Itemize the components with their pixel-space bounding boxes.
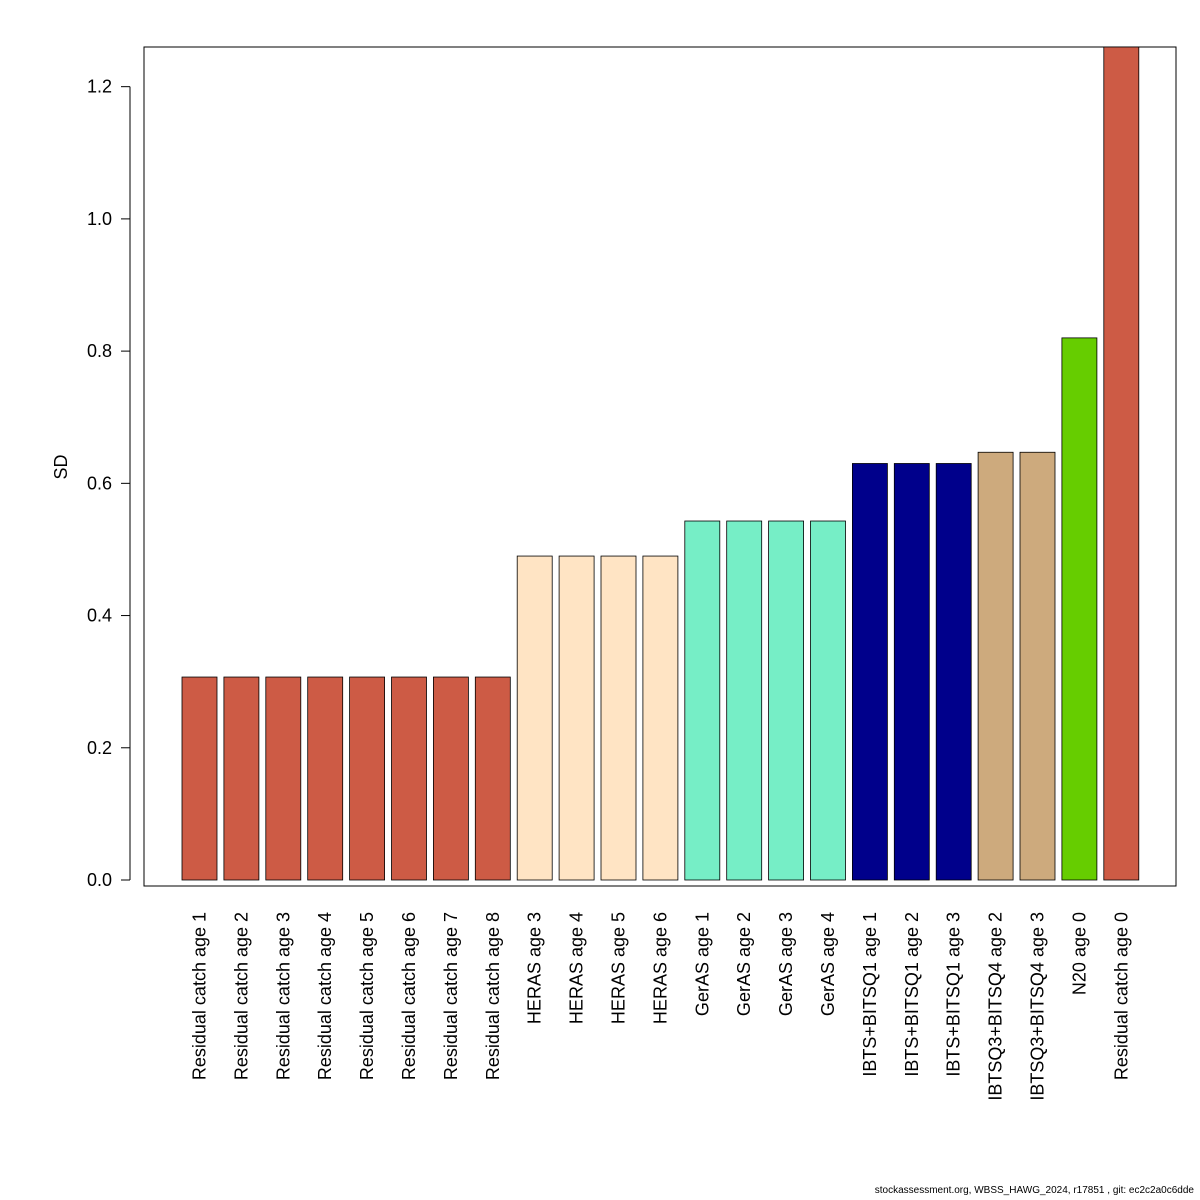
x-category-label: GerAS age 2 bbox=[734, 912, 754, 1016]
bar bbox=[768, 520, 804, 881]
x-category-label: Residual catch age 1 bbox=[190, 912, 210, 1080]
bar bbox=[307, 676, 344, 881]
y-tick-label: 1.0 bbox=[87, 209, 112, 229]
bar bbox=[852, 463, 888, 881]
footer-credit: stockassessment.org, WBSS_HAWG_2024, r17… bbox=[874, 1185, 1194, 1196]
x-category-label: IBTSQ3+BITSQ4 age 3 bbox=[1028, 912, 1048, 1101]
x-category-label: N20 age 0 bbox=[1069, 912, 1089, 995]
x-category-label: HERAS age 3 bbox=[525, 912, 545, 1024]
x-category-label: Residual catch age 4 bbox=[315, 912, 335, 1080]
bar bbox=[223, 676, 260, 881]
x-category-label: GerAS age 1 bbox=[692, 912, 712, 1016]
bar bbox=[642, 555, 679, 881]
bar bbox=[516, 555, 553, 881]
bar bbox=[935, 463, 972, 881]
x-category-label: Residual catch age 6 bbox=[399, 912, 419, 1080]
y-tick-label: 0.2 bbox=[87, 738, 112, 758]
bar bbox=[391, 676, 427, 881]
bar bbox=[265, 676, 302, 881]
y-tick-label: 0.6 bbox=[87, 473, 112, 493]
x-category-label: HERAS age 4 bbox=[567, 912, 587, 1024]
bar bbox=[349, 676, 386, 881]
x-category-label: IBTS+BITSQ1 age 1 bbox=[860, 912, 880, 1077]
bar bbox=[600, 555, 637, 881]
bar bbox=[474, 676, 511, 881]
bar bbox=[558, 555, 595, 881]
y-axis-label: SD bbox=[51, 454, 71, 479]
bar bbox=[726, 520, 763, 881]
bar bbox=[977, 451, 1014, 881]
x-category-label: IBTS+BITSQ1 age 3 bbox=[944, 912, 964, 1077]
y-tick-label: 0.4 bbox=[87, 606, 112, 626]
x-category-label: HERAS age 5 bbox=[609, 912, 629, 1024]
bar bbox=[1061, 337, 1098, 881]
bars bbox=[181, 46, 1140, 881]
bar bbox=[684, 520, 721, 881]
x-category-label: Residual catch age 5 bbox=[357, 912, 377, 1080]
x-category-label: Residual catch age 2 bbox=[231, 912, 251, 1080]
x-category-label: IBTS+BITSQ1 age 2 bbox=[902, 912, 922, 1077]
x-category-label: Residual catch age 8 bbox=[483, 912, 503, 1080]
bar bbox=[432, 676, 469, 881]
x-category-label: HERAS age 6 bbox=[650, 912, 670, 1024]
x-category-label: IBTSQ3+BITSQ4 age 2 bbox=[986, 912, 1006, 1101]
plot-frame bbox=[143, 46, 1177, 887]
x-category-label: GerAS age 3 bbox=[776, 912, 796, 1016]
x-category-label: Residual catch age 7 bbox=[441, 912, 461, 1080]
x-category-label: Residual catch age 0 bbox=[1111, 912, 1131, 1080]
y-tick-label: 1.2 bbox=[87, 77, 112, 97]
bar bbox=[1019, 451, 1056, 881]
bar bbox=[810, 520, 846, 881]
bar bbox=[893, 463, 930, 881]
y-tick-label: 0.8 bbox=[87, 341, 112, 361]
x-category-label: Residual catch age 3 bbox=[273, 912, 293, 1080]
x-axis-labels: Residual catch age 1 Residual catch age 2… bbox=[190, 912, 1132, 1101]
y-axis: 0.0 0.2 0.4 0.6 0.8 1.0 1.2 bbox=[87, 77, 131, 890]
bar bbox=[181, 676, 218, 881]
bar bbox=[1103, 46, 1140, 881]
x-category-label: GerAS age 4 bbox=[818, 912, 838, 1016]
y-tick-label: 0.0 bbox=[87, 870, 112, 890]
